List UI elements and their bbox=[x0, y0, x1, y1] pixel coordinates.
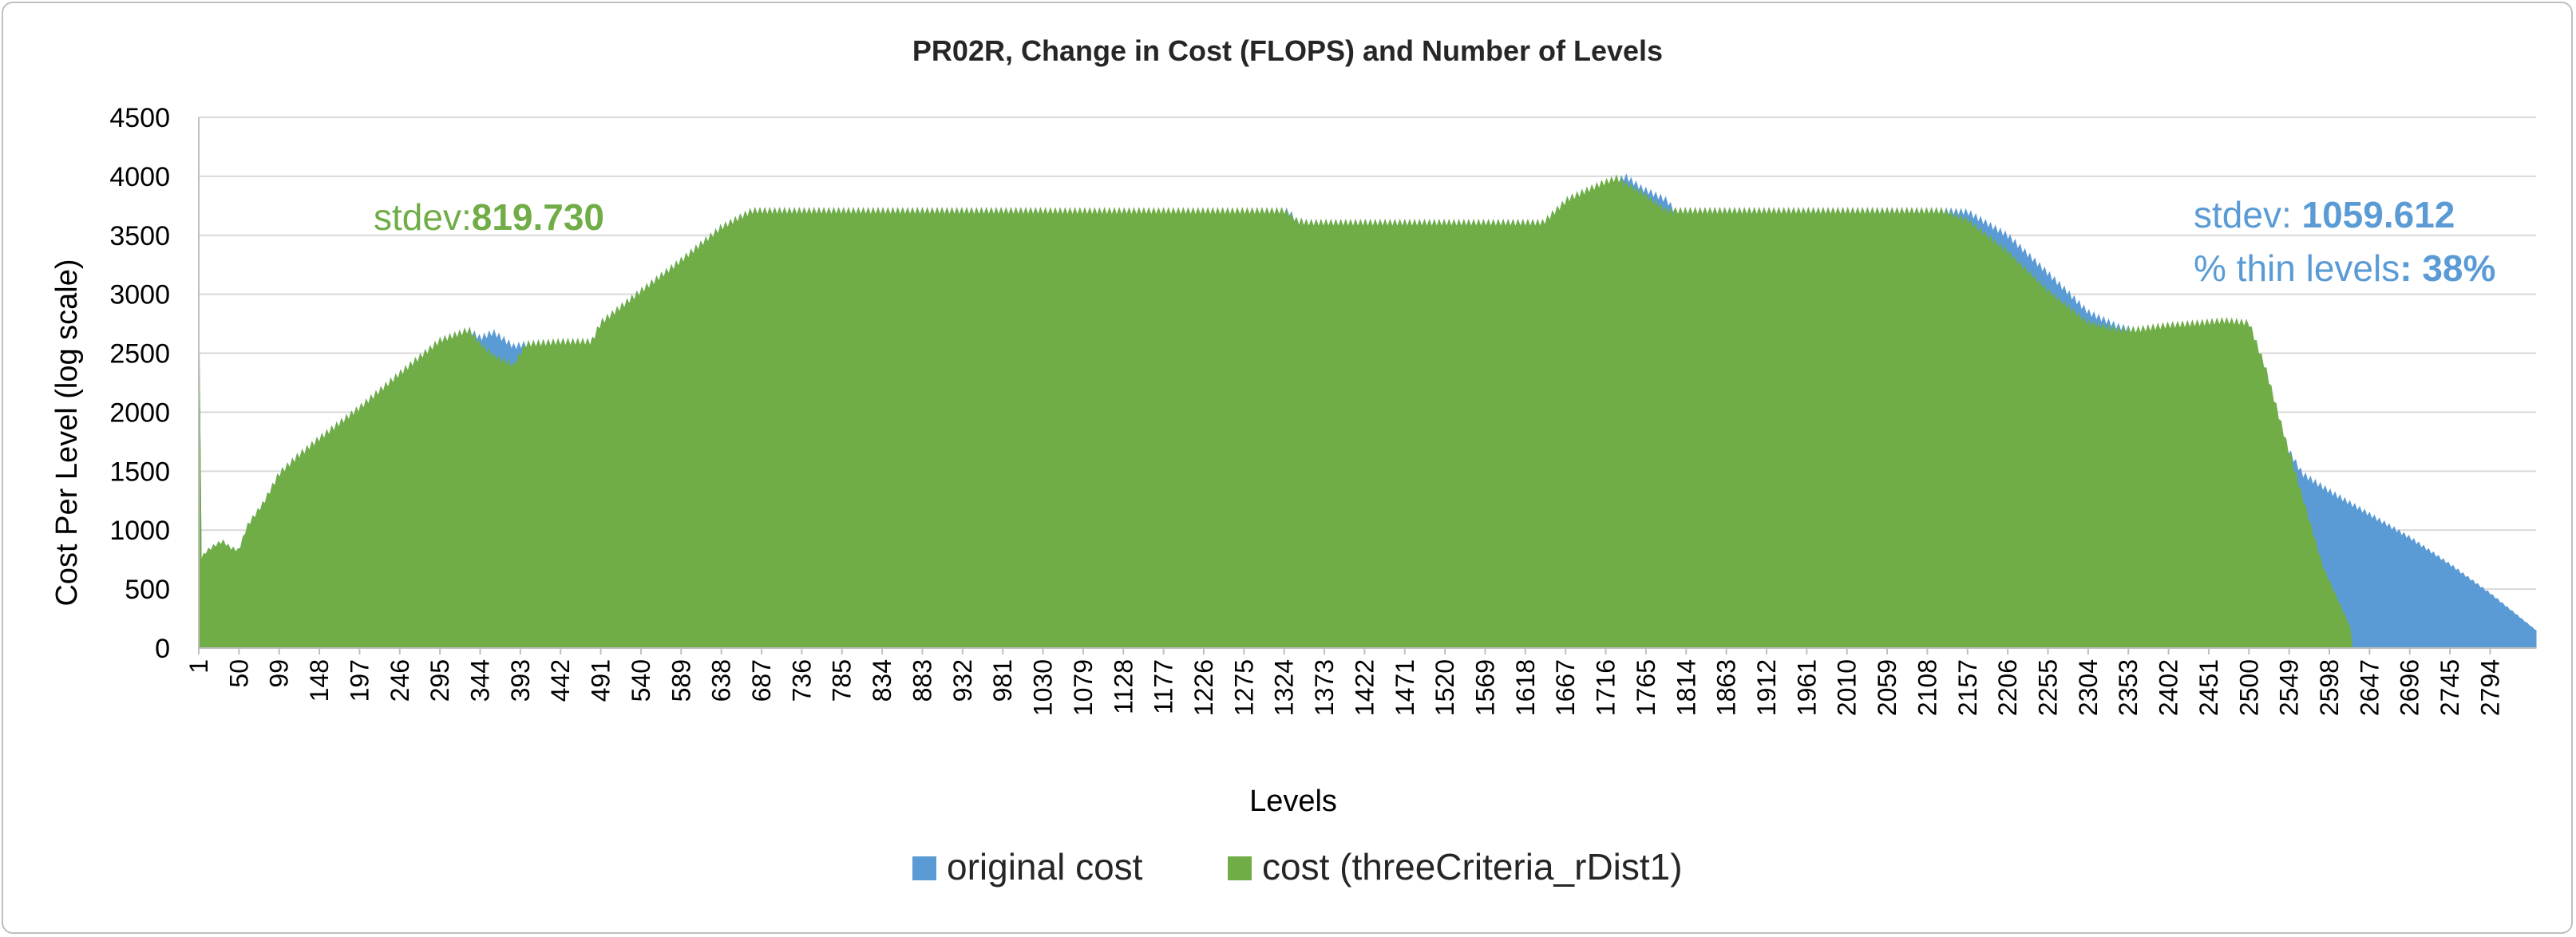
x-tick-label: 589 bbox=[667, 659, 695, 702]
x-tick-label: 197 bbox=[345, 659, 374, 702]
x-tick-label: 1765 bbox=[1632, 659, 1660, 716]
legend: original cost cost (threeCriteria_rDist1… bbox=[912, 846, 1683, 888]
x-tick-label: 687 bbox=[747, 659, 776, 702]
x-tick-label: 2745 bbox=[2436, 659, 2464, 716]
x-tick-label: 148 bbox=[305, 659, 334, 702]
series-area-threecriteria-cost bbox=[198, 174, 2353, 649]
annotation-blue-stdev: stdev: 1059.612 bbox=[2194, 194, 2455, 235]
x-tick-label: 1324 bbox=[1270, 659, 1299, 716]
y-tick-label: 4500 bbox=[109, 103, 170, 133]
x-tick-label: 1177 bbox=[1150, 659, 1178, 714]
y-tick-label: 2500 bbox=[109, 339, 170, 370]
y-tick-label: 1500 bbox=[109, 457, 170, 487]
annotation-blue-thin-levels: % thin levels: 38% bbox=[2194, 247, 2495, 289]
x-tick-label: 2794 bbox=[2475, 659, 2504, 716]
x-tick-label: 1226 bbox=[1189, 659, 1218, 716]
x-tick-label: 1373 bbox=[1310, 659, 1339, 716]
x-tick-label: 2206 bbox=[1993, 659, 2022, 716]
x-tick-label: 1 bbox=[184, 659, 213, 674]
x-tick-label: 1618 bbox=[1511, 659, 1540, 716]
y-tick-labels: 0 500 1000 1500 2000 2500 3000 3500 4000 4500 bbox=[109, 103, 170, 664]
annotation-blue-stdev-value: 1059.612 bbox=[2302, 194, 2455, 235]
x-tick-label: 736 bbox=[787, 659, 816, 702]
x-tick-label: 2255 bbox=[2034, 659, 2063, 716]
x-tick-label: 1912 bbox=[1752, 659, 1781, 716]
x-tick-label: 1520 bbox=[1430, 659, 1459, 716]
x-tick-label: 2598 bbox=[2315, 659, 2344, 716]
x-tick-label: 246 bbox=[386, 659, 414, 702]
x-tick-label: 1716 bbox=[1592, 659, 1620, 716]
y-tick-label: 4000 bbox=[109, 162, 170, 192]
annotation-green-stdev: stdev:819.730 bbox=[374, 196, 604, 238]
x-tick-label: 2010 bbox=[1833, 659, 1862, 716]
x-tick-label: 2500 bbox=[2234, 659, 2263, 716]
x-tick-label: 1079 bbox=[1069, 659, 1098, 716]
x-tick-label: 393 bbox=[506, 659, 535, 702]
x-tick-label: 1030 bbox=[1029, 659, 1058, 716]
x-tick-label: 981 bbox=[988, 659, 1017, 702]
x-tick-label: 99 bbox=[265, 659, 294, 688]
y-tick-label: 3500 bbox=[109, 221, 170, 251]
x-tick-label: 2304 bbox=[2074, 659, 2103, 716]
y-tick-label: 2000 bbox=[109, 397, 170, 428]
legend-label-original-cost: original cost bbox=[947, 846, 1143, 888]
annotation-green-value: 819.730 bbox=[472, 196, 604, 238]
x-tick-label: 1275 bbox=[1229, 659, 1258, 716]
x-tick-label: 932 bbox=[948, 659, 977, 702]
x-tick-label: 540 bbox=[627, 659, 655, 702]
x-tick-label: 1667 bbox=[1551, 659, 1580, 716]
x-tick-label: 785 bbox=[828, 659, 857, 702]
x-tick-label: 1814 bbox=[1672, 659, 1700, 716]
annotation-blue-thin-value: : 38% bbox=[2400, 247, 2495, 289]
x-tick-label: 442 bbox=[546, 659, 575, 702]
x-tick-label: 2402 bbox=[2155, 659, 2183, 716]
x-tick-label: 2647 bbox=[2355, 659, 2384, 716]
x-axis-title: Levels bbox=[1249, 785, 1337, 818]
y-tick-label: 3000 bbox=[109, 280, 170, 310]
x-tick-label: 2549 bbox=[2275, 659, 2304, 716]
x-tick-label: 638 bbox=[707, 659, 736, 702]
y-axis-title: Cost Per Level (log scale) bbox=[50, 259, 84, 606]
x-tick-label: 1471 bbox=[1391, 659, 1419, 716]
annotation-blue-thin-prefix: % thin levels bbox=[2194, 247, 2400, 289]
x-tick-label: 2157 bbox=[1953, 659, 1982, 716]
x-tick-label: 491 bbox=[587, 659, 615, 702]
legend-swatch-threecriteria-cost bbox=[1228, 856, 1252, 880]
y-tick-label: 0 bbox=[155, 634, 170, 664]
x-tick-label: 883 bbox=[908, 659, 937, 702]
x-tick-labels: 1 50 99 148 197 246 295 344 393 442 491 540 589 638 68… bbox=[184, 648, 2504, 716]
x-tick-label: 344 bbox=[466, 659, 495, 702]
x-tick-label: 834 bbox=[868, 659, 896, 702]
chart-title: PR02R, Change in Cost (FLOPS) and Number… bbox=[912, 34, 1663, 67]
y-tick-label: 500 bbox=[125, 575, 170, 605]
x-tick-label: 1863 bbox=[1712, 659, 1741, 716]
annotation-green-prefix: stdev: bbox=[374, 196, 472, 238]
x-tick-label: 295 bbox=[425, 659, 454, 702]
x-tick-label: 2451 bbox=[2194, 659, 2223, 716]
annotation-blue-stdev-prefix: stdev: bbox=[2194, 194, 2302, 235]
x-tick-label: 2696 bbox=[2396, 659, 2424, 716]
x-tick-label: 2353 bbox=[2114, 659, 2143, 716]
x-tick-label: 1128 bbox=[1109, 659, 1138, 714]
x-tick-label: 50 bbox=[224, 659, 253, 688]
legend-swatch-original-cost bbox=[912, 856, 936, 880]
x-tick-label: 1961 bbox=[1792, 659, 1821, 716]
x-tick-label: 1569 bbox=[1471, 659, 1500, 716]
x-tick-label: 2108 bbox=[1913, 659, 1941, 716]
legend-label-threecriteria-cost: cost (threeCriteria_rDist1) bbox=[1262, 846, 1683, 888]
x-tick-label: 2059 bbox=[1873, 659, 1901, 716]
y-tick-label: 1000 bbox=[109, 516, 170, 546]
x-tick-label: 1422 bbox=[1350, 659, 1379, 716]
